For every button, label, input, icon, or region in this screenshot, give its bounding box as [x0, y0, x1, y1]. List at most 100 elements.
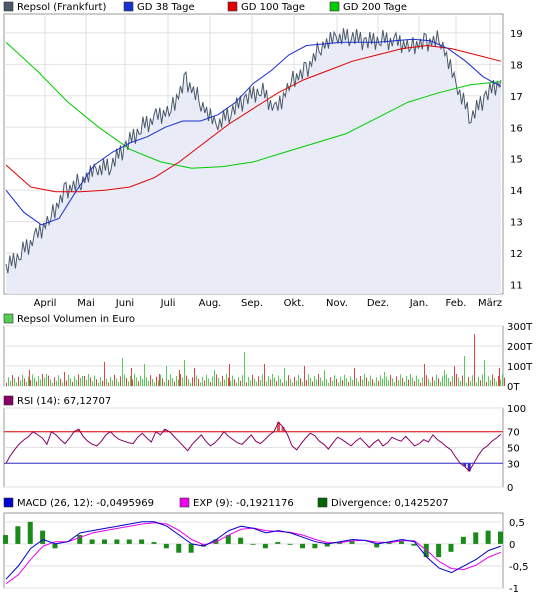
- volume-bar: [68, 374, 69, 386]
- volume-bar: [286, 380, 287, 386]
- volume-bar: [104, 362, 105, 386]
- volume-bar: [408, 379, 409, 386]
- volume-bar: [20, 380, 21, 386]
- volume-bar: [252, 374, 253, 386]
- volume-bar: [390, 374, 391, 386]
- volume-bar: [438, 378, 439, 386]
- volume-bar: [500, 379, 501, 386]
- volume-bar: [410, 374, 411, 386]
- volume-bar: [134, 374, 135, 386]
- volume-bar: [260, 380, 261, 386]
- legend-swatch: [227, 1, 238, 12]
- volume-bar: [272, 374, 273, 386]
- divergence-bar: [77, 535, 83, 544]
- legend-swatch: [3, 313, 14, 324]
- volume-bar: [386, 376, 387, 386]
- volume-bar: [44, 377, 45, 386]
- volume-bar: [444, 370, 445, 386]
- volume-bar: [356, 378, 357, 386]
- volume-bar: [416, 375, 417, 386]
- divergence-bar: [151, 542, 157, 544]
- volume-bar: [72, 382, 73, 386]
- volume-bar: [452, 376, 453, 386]
- volume-bar: [228, 377, 229, 386]
- volume-bar: [180, 374, 181, 386]
- volume-bar: [92, 381, 93, 386]
- volume-bar: [440, 382, 441, 386]
- volume-bar: [224, 379, 225, 386]
- divergence-bar: [27, 521, 33, 544]
- divergence-bar: [287, 543, 293, 545]
- volume-bar: [26, 382, 27, 386]
- x-tick-label: Okt.: [284, 298, 305, 309]
- y-tick-label: -1: [509, 584, 519, 595]
- volume-bar: [346, 378, 347, 386]
- volume-bar: [324, 370, 325, 386]
- volume-bar: [102, 380, 103, 386]
- volume-bar: [492, 374, 493, 386]
- volume-bar: [208, 378, 209, 386]
- volume-bar: [206, 374, 207, 386]
- volume-bar: [248, 376, 249, 386]
- y-tick-label: 12: [510, 249, 523, 260]
- volume-bar: [232, 375, 233, 386]
- volume-bar: [338, 382, 339, 386]
- volume-bar: [210, 382, 211, 386]
- volume-bar: [254, 378, 255, 386]
- volume-bar: [398, 380, 399, 386]
- volume-bar: [108, 382, 109, 386]
- volume-bar: [148, 380, 149, 386]
- volume-bar: [360, 376, 361, 386]
- volume-bar: [150, 375, 151, 386]
- legend-swatch: [123, 1, 134, 12]
- volume-bar: [270, 379, 271, 386]
- y-tick-label: 11: [510, 281, 523, 292]
- divergence-bar: [436, 543, 442, 558]
- volume-bar: [244, 352, 245, 386]
- volume-bar: [362, 379, 363, 386]
- volume-bar: [172, 378, 173, 386]
- gd200-line: [5, 41, 502, 169]
- volume-bar: [310, 378, 311, 386]
- volume-bar: [159, 374, 160, 386]
- volume-bar: [466, 382, 467, 386]
- rsi-line: [5, 421, 502, 473]
- volume-bar: [218, 378, 219, 386]
- divergence-bar: [262, 543, 268, 549]
- volume-bar: [144, 364, 145, 386]
- volume-bar: [300, 378, 301, 386]
- volume-bar: [332, 380, 333, 386]
- volume-bar: [358, 381, 359, 386]
- volume-bar: [256, 382, 257, 386]
- volume-bar: [90, 377, 91, 386]
- volume-bar: [400, 374, 401, 386]
- volume-bar: [176, 376, 177, 386]
- volume-bar: [312, 381, 313, 386]
- volume-bar: [326, 379, 327, 386]
- divergence-bar: [238, 537, 244, 544]
- volume-bar: [468, 377, 469, 386]
- volume-bar: [328, 382, 329, 386]
- legend-label: Divergence: 0,1425207: [331, 498, 449, 509]
- volume-bar: [314, 376, 315, 386]
- volume-bar: [106, 378, 107, 386]
- volume-bar: [216, 374, 217, 386]
- volume-bar: [190, 382, 191, 386]
- gd100-line: [5, 44, 502, 193]
- volume-bar: [46, 374, 47, 386]
- volume-bar: [96, 379, 97, 386]
- legend-swatch: [3, 497, 14, 508]
- vol-panel-frame: [3, 325, 504, 387]
- legend-label: Repsol Volumen in Euro: [17, 314, 135, 325]
- volume-bar: [66, 380, 67, 386]
- x-tick-label: Mai: [77, 298, 95, 309]
- volume-bar: [146, 377, 147, 386]
- volume-bar: [496, 381, 497, 386]
- divergence-bar: [349, 541, 355, 544]
- volume-bar: [486, 382, 487, 386]
- x-tick-label: Nov.: [326, 298, 348, 309]
- volume-bar: [278, 375, 279, 386]
- volume-bar: [242, 375, 243, 386]
- y-tick-label: 50: [507, 444, 520, 455]
- volume-bar: [494, 378, 495, 386]
